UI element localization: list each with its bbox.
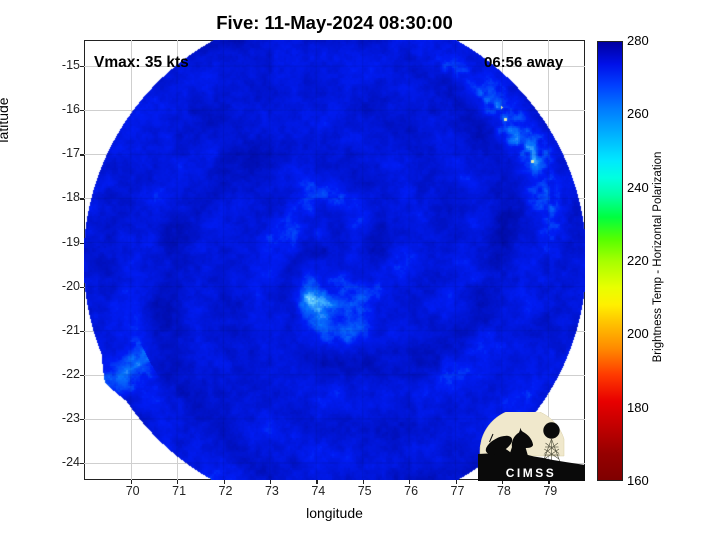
svg-text:CIMSS: CIMSS [506,466,557,480]
